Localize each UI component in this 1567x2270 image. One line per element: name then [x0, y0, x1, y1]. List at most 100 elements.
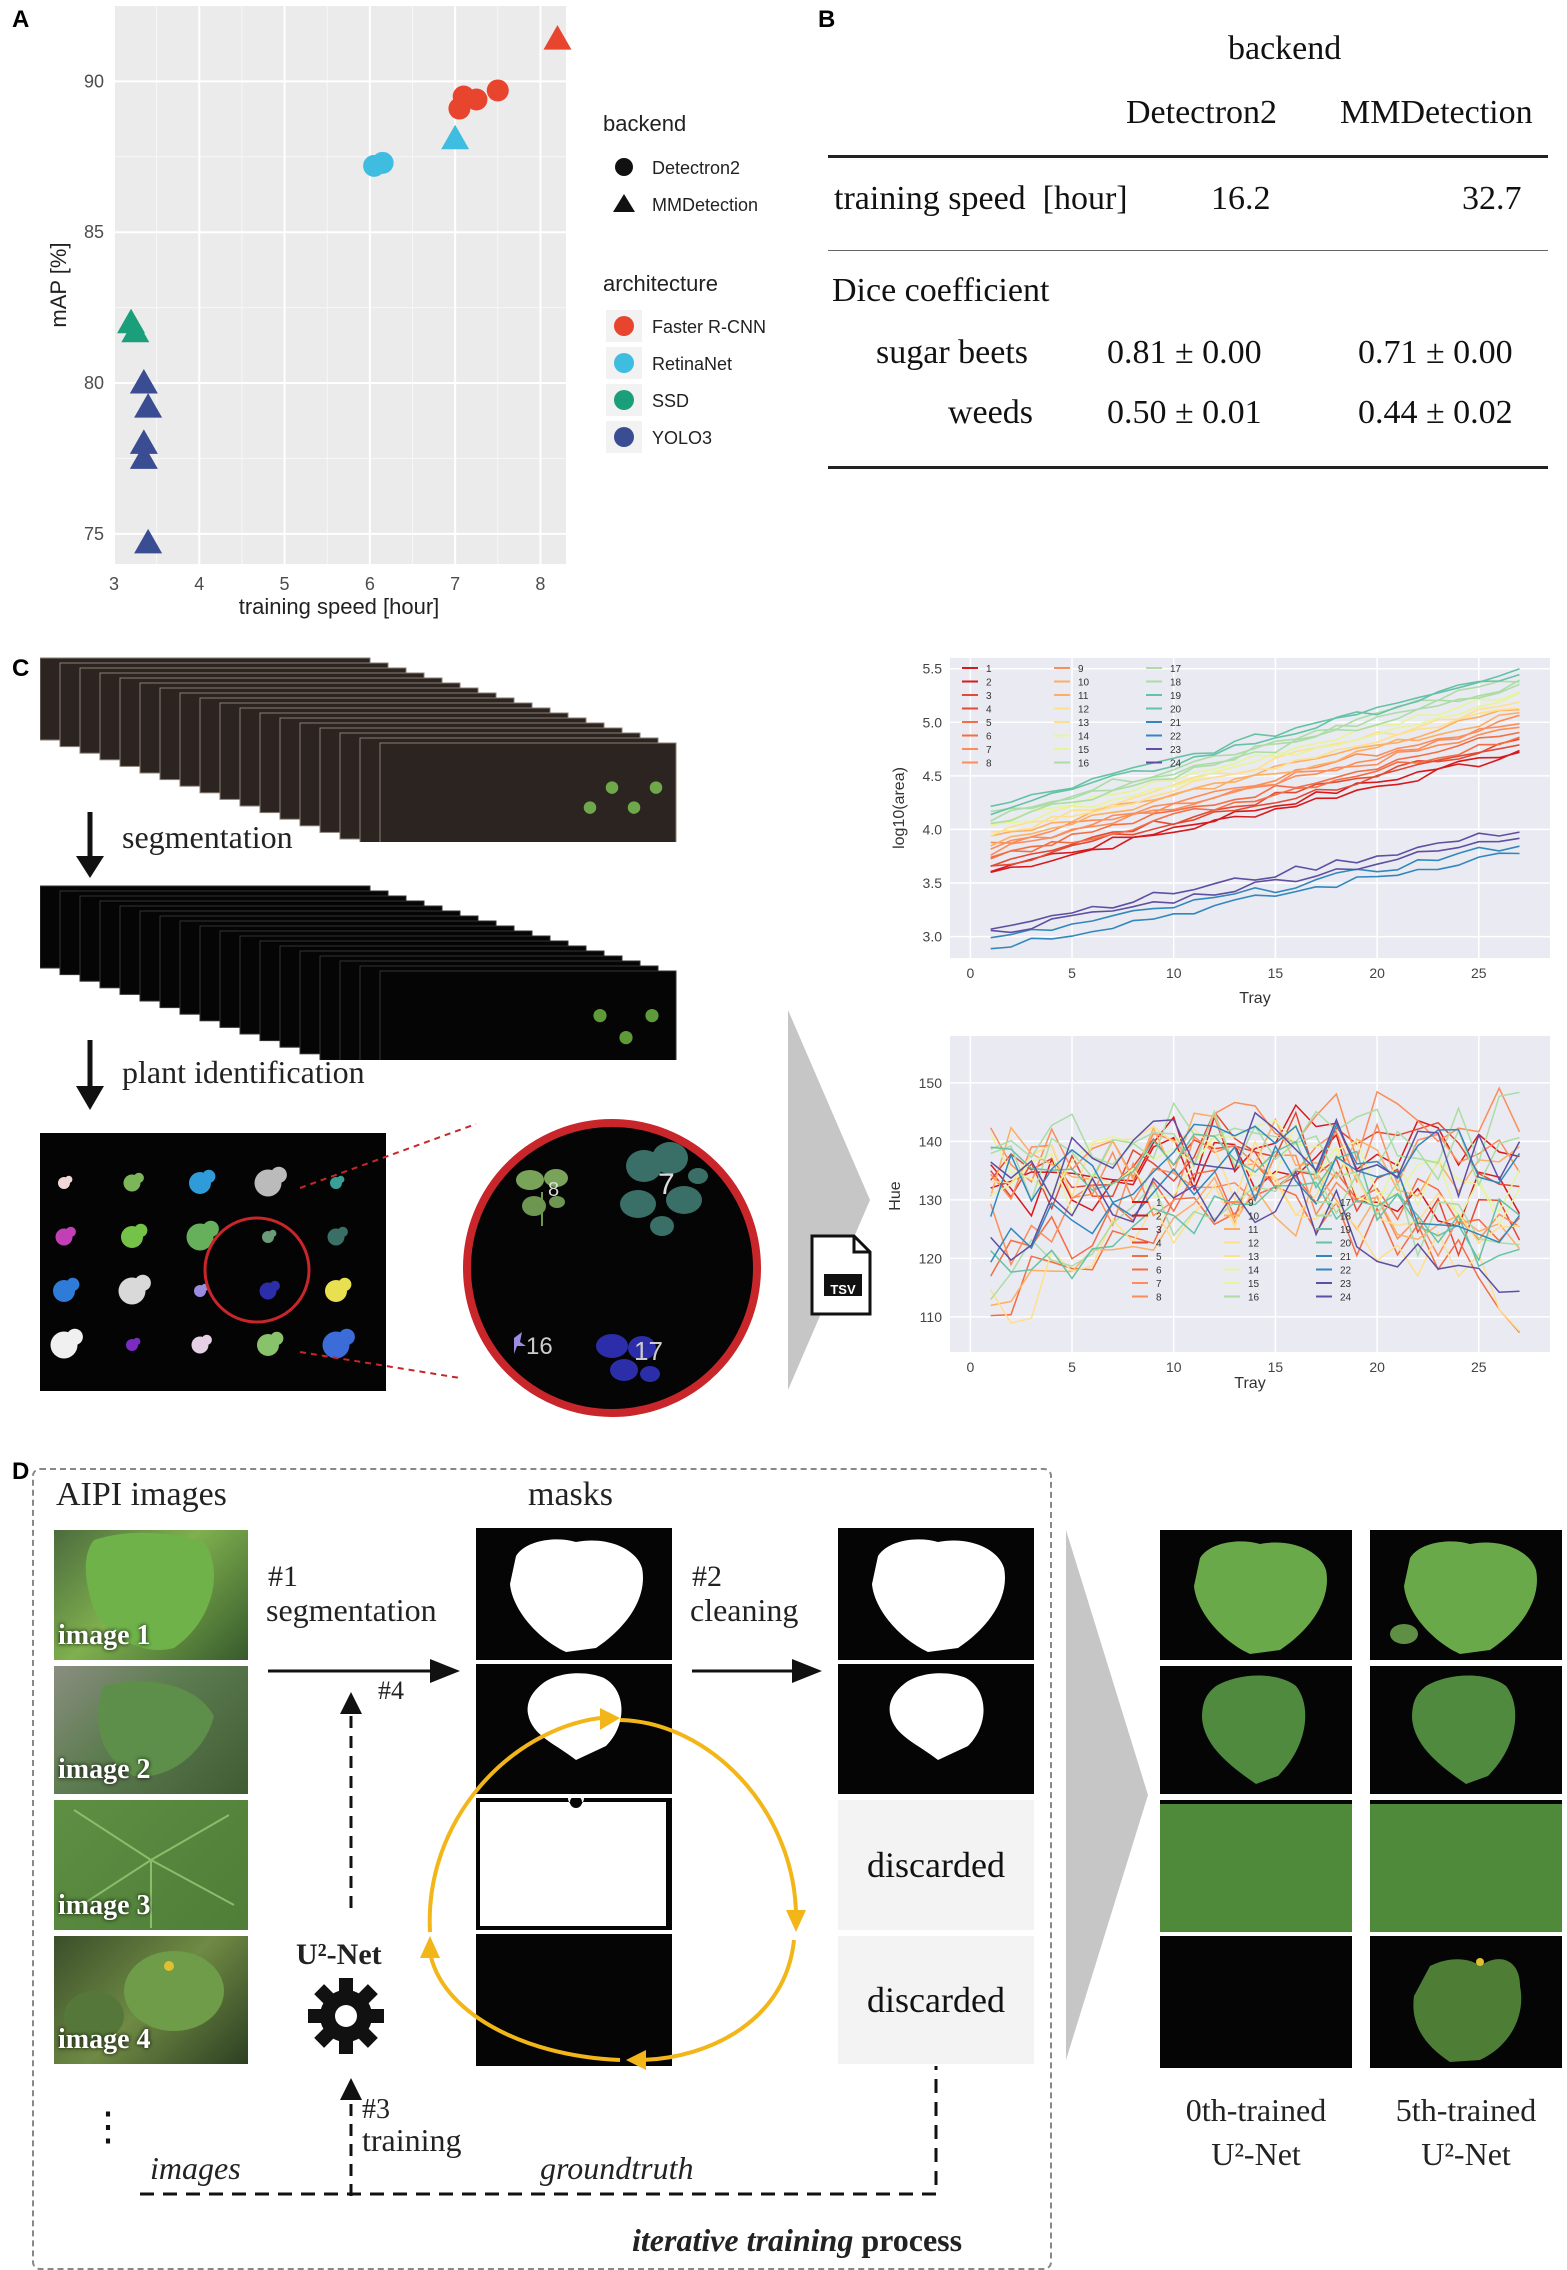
- x-tick-label: 6: [365, 574, 375, 594]
- x-tick-label: 25: [1471, 965, 1487, 981]
- legend-backend-detectron2: Detectron2: [652, 158, 740, 178]
- zoomed-plants-circle: 8 7 16 17: [463, 1119, 761, 1417]
- series-line-1: [990, 749, 1520, 874]
- step1-number: #1: [268, 1560, 298, 1593]
- table-bottom-rule: [828, 466, 1548, 469]
- step2-number: #2: [692, 1560, 722, 1593]
- data-point-triangle: [129, 369, 158, 394]
- labeled-plant-leaf: [133, 1337, 141, 1345]
- y-tick-label: 140: [919, 1133, 943, 1149]
- x-tick-label: 5: [1068, 965, 1076, 981]
- gear-icon: [308, 1978, 384, 2054]
- legend-arch-faster-rcnn: Faster R-CNN: [652, 317, 766, 337]
- data-point-triangle: [441, 124, 470, 150]
- aipi-image-3: image 3: [54, 1800, 248, 1930]
- series-line-12: [990, 1125, 1521, 1332]
- training-cycle-arrows: [420, 1708, 806, 2070]
- table-col-mmdetection: MMDetection: [1340, 94, 1533, 131]
- legend-entry-20: 20: [1340, 1239, 1352, 1250]
- arrow-right-icon: [692, 1659, 822, 1683]
- result-5th-4: [1370, 1936, 1562, 2068]
- legend-entry-14: 14: [1248, 1266, 1260, 1277]
- triangle-icon: [613, 194, 635, 212]
- scatter-chart-map-vs-speed: 3 4 5 6 7 8 75 80 85 90 training speed [hour] mAP…: [46, 6, 766, 619]
- legend-entry-22: 22: [1340, 1266, 1352, 1277]
- legend-entry-12: 12: [1078, 705, 1090, 716]
- legend-entry-5: 5: [1156, 1252, 1162, 1263]
- aipi-image-2: image 2: [54, 1666, 248, 1794]
- down-arrow-icon: [76, 812, 104, 878]
- legend-entry-11: 11: [1078, 691, 1089, 702]
- y-tick-label: 130: [919, 1192, 943, 1208]
- plant-label-8: 8: [548, 1179, 559, 1201]
- step4-number: #4: [378, 1676, 404, 1705]
- x-tick-label: 10: [1166, 1359, 1182, 1375]
- labeled-plant-leaf: [202, 1169, 216, 1183]
- y-tick-label: 150: [919, 1075, 943, 1091]
- labeled-plant-leaf: [269, 1280, 280, 1291]
- legend-backend-mmdetection: MMDetection: [652, 195, 758, 215]
- legend-entry-7: 7: [986, 745, 992, 756]
- y-tick-label: 4.0: [923, 821, 943, 837]
- legend-entry-19: 19: [1340, 1225, 1352, 1236]
- result-5th-caption: 5th-trained U²-Net: [1370, 2088, 1562, 2176]
- legend-entry-1: 1: [1156, 1198, 1162, 1209]
- series-line-23: [990, 837, 1520, 934]
- labeled-plant-leaf: [338, 1328, 355, 1345]
- tray-photo-frame: [379, 742, 677, 842]
- aipi-image-4: image 4: [54, 1936, 248, 2064]
- plant-blob: [619, 1031, 633, 1045]
- table-row-speed-mmdetection: 32.7: [1462, 180, 1522, 217]
- image-stack-segmented: [40, 885, 677, 1060]
- series-line-20: [990, 668, 1520, 808]
- x-tick-label: 5: [280, 574, 290, 594]
- plant-blob: [627, 801, 641, 814]
- arrow-up-dashed-icon: [340, 2078, 362, 2196]
- result-0th-caption: 0th-trained U²-Net: [1160, 2088, 1352, 2176]
- legend-entry-8: 8: [1156, 1293, 1162, 1304]
- zoom-region-circle: [203, 1216, 311, 1324]
- panel-b-letter: B: [818, 6, 836, 33]
- step-segmentation-label: segmentation: [122, 819, 293, 855]
- data-point-triangle: [134, 528, 163, 554]
- data-point-triangle: [121, 317, 150, 343]
- plant-7: [620, 1142, 708, 1236]
- legend-entry-2: 2: [986, 678, 992, 689]
- process-caption-italic: iterative training: [632, 2222, 854, 2258]
- legend-entry-1: 1: [986, 664, 992, 675]
- zoom-connector-lines: [300, 1123, 477, 1379]
- table-row-speed-detectron2: 16.2: [1211, 180, 1271, 217]
- legend-backend-title: backend: [603, 111, 686, 136]
- bottom-chart-y-label: Hue: [887, 1181, 904, 1210]
- step3-number: #3: [362, 2094, 390, 2125]
- y-tick-label: 75: [84, 524, 104, 544]
- labeled-plant-leaf: [66, 1328, 83, 1345]
- column-heading-masks: masks: [528, 1476, 613, 1513]
- legend-entry-19: 19: [1170, 691, 1182, 702]
- iterative-process-frame: [32, 1468, 1052, 2270]
- legend-entry-5: 5: [986, 718, 992, 729]
- series-line-23: [990, 1169, 1520, 1293]
- x-tick-label: 3: [109, 574, 119, 594]
- image-label-3: image 3: [58, 1890, 151, 1921]
- x-tick-label: 4: [194, 574, 204, 594]
- series-line-21: [989, 1122, 1521, 1217]
- table-col-detectron2: Detectron2: [1126, 94, 1278, 131]
- image-label-2: image 2: [58, 1754, 151, 1785]
- mask-3: [476, 1796, 672, 1930]
- down-arrow-icon: [76, 1040, 104, 1110]
- legend-entry-22: 22: [1170, 732, 1182, 743]
- chevron-right-icon: [788, 1010, 870, 1390]
- result-5th-3: [1370, 1800, 1562, 1932]
- labeled-plant-leaf: [201, 1334, 212, 1345]
- mask-1: [476, 1528, 672, 1660]
- table-row-sugar-detectron2: 0.81 ± 0.00: [1107, 334, 1262, 371]
- legend-entry-23: 23: [1340, 1279, 1352, 1290]
- data-point-triangle: [129, 429, 158, 454]
- ellipsis-more-images: ⋮: [88, 2105, 128, 2149]
- series-line-16: [990, 683, 1520, 825]
- top-chart-x-label: Tray: [1239, 990, 1270, 1007]
- legend-entry-15: 15: [1078, 745, 1090, 756]
- groundtruth-flow-label: groundtruth: [540, 2150, 694, 2186]
- process-caption-rest: process: [853, 2222, 963, 2258]
